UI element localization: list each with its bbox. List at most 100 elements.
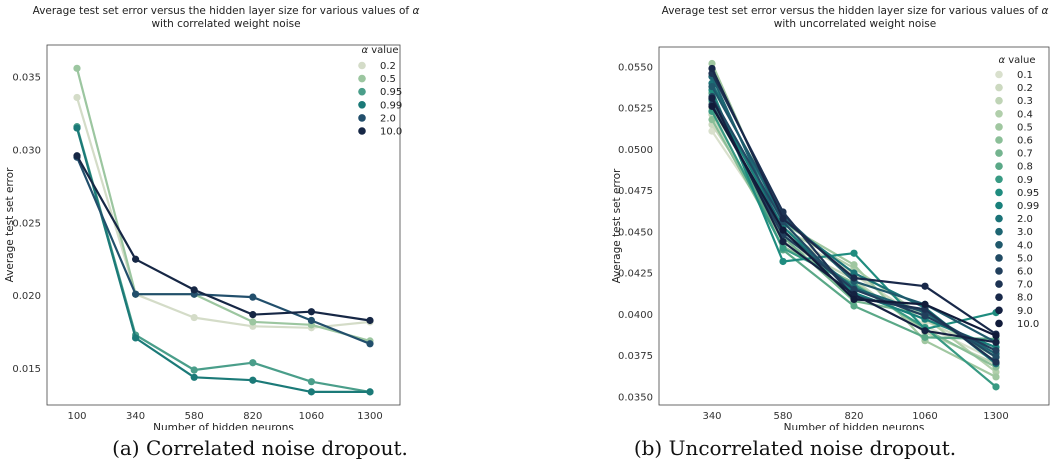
legend-label: 3.0 xyxy=(1017,227,1033,238)
legend-marker xyxy=(358,127,366,135)
series-line xyxy=(711,104,997,352)
alpha-symbol: α xyxy=(361,45,371,56)
legend-marker xyxy=(995,149,1003,157)
chart-panel-uncorrelated: Average test set error versus the hidden… xyxy=(535,0,1055,467)
data-point xyxy=(921,282,929,290)
data-point xyxy=(779,214,787,223)
legend-marker xyxy=(995,214,1003,223)
data-point xyxy=(992,338,1000,346)
data-point xyxy=(73,93,81,102)
data-point xyxy=(249,318,257,326)
legend-marker xyxy=(995,254,1003,262)
x-tick-label: 1300 xyxy=(983,411,1008,422)
data-point xyxy=(992,383,1000,391)
x-tick-label: 1060 xyxy=(299,411,324,422)
y-tick-label: 0.0425 xyxy=(618,269,653,280)
legend-marker xyxy=(995,267,1003,275)
legend-marker xyxy=(995,293,1003,302)
chart-title-text: Average test set error versus the hidden… xyxy=(33,5,413,17)
legend-label: 0.4 xyxy=(1017,109,1033,120)
chart-caption: (a) Correlated noise dropout. xyxy=(112,436,408,460)
y-axis-label: Average test set error xyxy=(4,167,16,282)
legend-marker xyxy=(358,101,366,109)
legend-label: 8.0 xyxy=(1017,293,1033,304)
x-axis-label: Number of hidden neurons xyxy=(153,422,294,430)
legend-label: 0.6 xyxy=(1017,136,1033,147)
y-tick-label: 0.030 xyxy=(12,145,41,156)
data-point xyxy=(850,302,858,310)
legend-marker xyxy=(995,110,1003,118)
chart-subtitle: with uncorrelated weight noise xyxy=(774,18,936,30)
data-point xyxy=(307,378,315,386)
data-point xyxy=(73,152,81,160)
legend-marker xyxy=(995,175,1003,184)
plot-frame xyxy=(46,44,401,406)
legend-label: 2.0 xyxy=(1017,214,1033,225)
data-point xyxy=(708,127,716,135)
legend-label: 0.3 xyxy=(1017,96,1033,107)
y-axis-label: Average test set error xyxy=(611,168,623,283)
data-point xyxy=(307,388,315,396)
y-tick-label: 0.0375 xyxy=(618,351,653,362)
x-tick-label: 100 xyxy=(67,411,86,422)
legend-label: 0.7 xyxy=(1017,149,1033,160)
series-line xyxy=(75,97,371,329)
chart-subtitle: with correlated weight noise xyxy=(151,18,300,30)
legend-label: 0.2 xyxy=(380,61,396,72)
data-point xyxy=(132,334,140,342)
data-point xyxy=(366,388,374,396)
legend-marker xyxy=(358,114,366,122)
legend-label: 5.0 xyxy=(1017,253,1033,264)
alpha-symbol: α xyxy=(998,55,1008,66)
data-point xyxy=(992,353,1000,361)
data-point xyxy=(249,293,257,301)
data-point xyxy=(992,346,1000,355)
data-point xyxy=(850,285,858,294)
legend-label: 10.0 xyxy=(1017,319,1039,330)
data-point xyxy=(249,359,257,367)
legend-title: α value xyxy=(998,55,1035,66)
x-tick-label: 340 xyxy=(702,411,721,422)
legend-marker xyxy=(995,280,1003,288)
series-line xyxy=(76,155,371,322)
data-point xyxy=(366,316,374,325)
legend-marker xyxy=(358,87,366,96)
legend-label: 0.99 xyxy=(380,100,402,111)
x-tick-label: 1300 xyxy=(357,411,382,422)
data-point xyxy=(921,300,929,308)
data-point xyxy=(850,274,858,282)
alpha-symbol: α xyxy=(1041,5,1048,17)
data-point xyxy=(921,305,929,313)
data-point xyxy=(921,312,929,320)
legend-marker xyxy=(995,162,1003,170)
y-tick-label: 0.0550 xyxy=(618,62,653,73)
legend-label: 0.5 xyxy=(1017,122,1033,133)
data-point xyxy=(779,257,787,266)
data-point xyxy=(132,255,140,263)
data-point xyxy=(708,94,716,102)
series-line xyxy=(75,156,371,345)
data-point xyxy=(249,311,257,319)
legend-title-text: value xyxy=(371,45,398,56)
x-tick-label: 820 xyxy=(844,411,863,422)
y-tick-label: 0.0400 xyxy=(618,310,653,321)
legend-label: 0.95 xyxy=(1017,188,1039,199)
data-point xyxy=(708,102,716,110)
x-tick-label: 340 xyxy=(126,411,145,422)
data-point xyxy=(190,366,198,374)
chart-title-text: Average test set error versus the hidden… xyxy=(662,5,1042,17)
data-point xyxy=(850,249,858,257)
y-tick-label: 0.0525 xyxy=(618,104,653,115)
legend-label: 0.2 xyxy=(1017,83,1033,94)
legend-marker xyxy=(995,201,1003,210)
series-line xyxy=(711,99,997,349)
plot-frame xyxy=(658,46,1050,406)
chart-title: Average test set error versus the hidden… xyxy=(662,5,1049,17)
legend-marker xyxy=(995,241,1003,249)
data-point xyxy=(73,124,81,132)
series-line xyxy=(710,76,997,355)
data-point xyxy=(190,313,198,322)
data-point xyxy=(307,316,315,325)
correlated-noise-chart: Average test set error versus the hidden… xyxy=(4,5,419,430)
y-tick-label: 0.0450 xyxy=(618,227,653,238)
